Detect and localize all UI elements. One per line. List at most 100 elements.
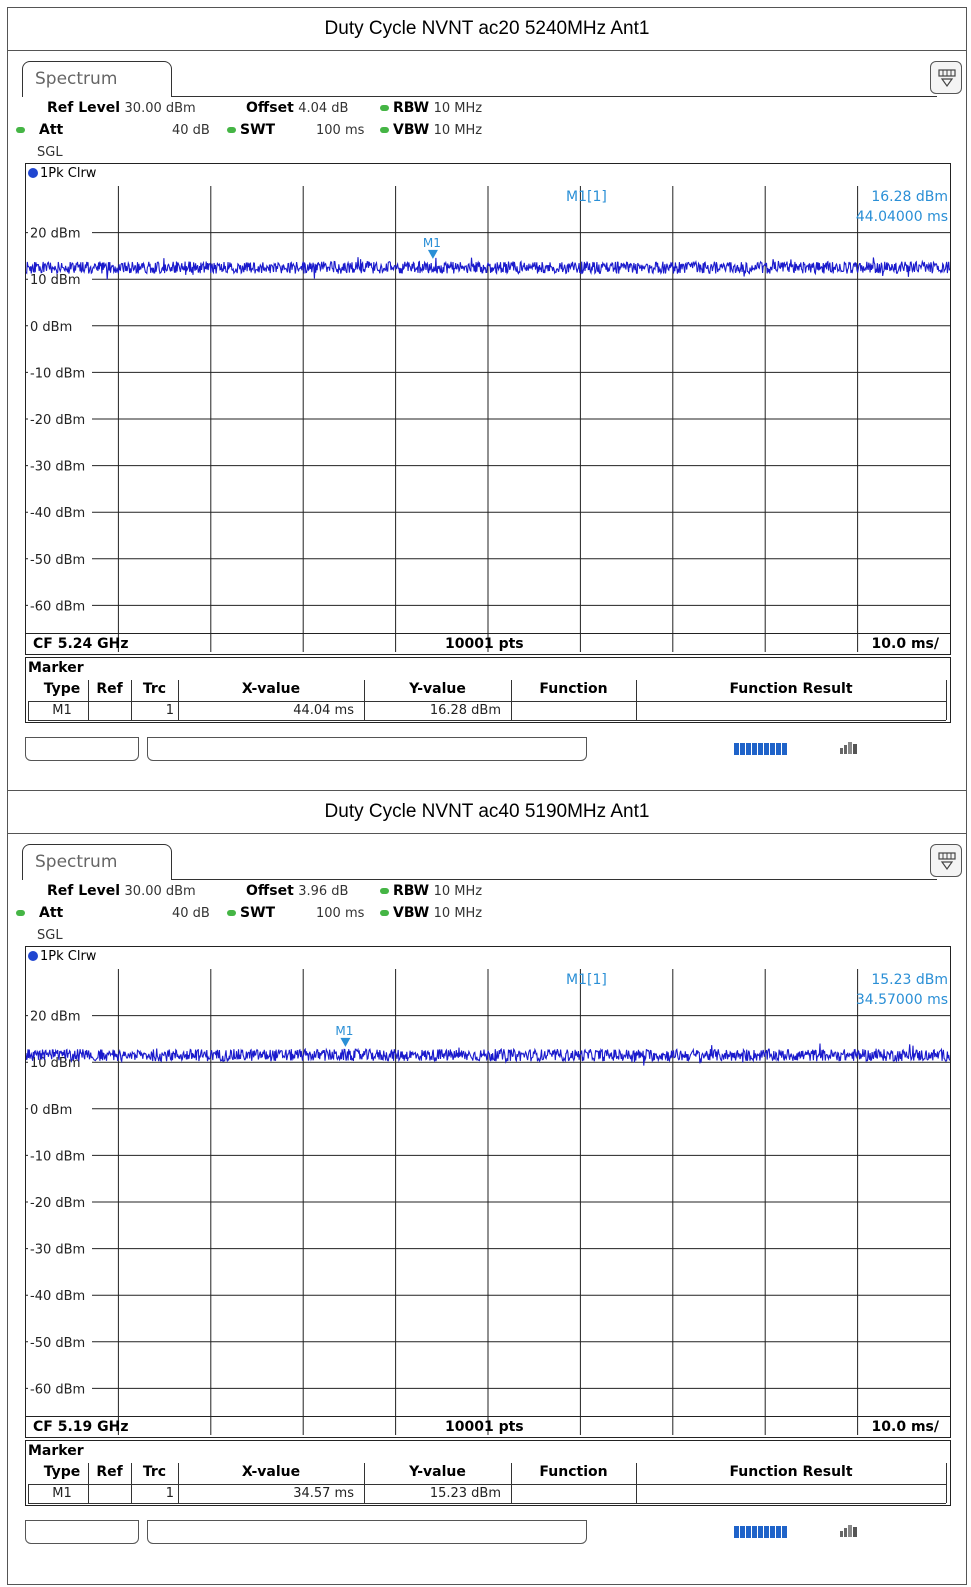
att-row: Att xyxy=(16,905,63,921)
status-field-left[interactable] xyxy=(25,1520,139,1544)
time-per-division: 10.0 ms/ xyxy=(871,1419,939,1435)
marker-col-header: Function Result xyxy=(729,681,853,697)
vbw-label: VBW xyxy=(393,122,430,138)
rbw-row: RBW 10 MHz xyxy=(380,883,482,899)
display-config-icon xyxy=(938,852,956,871)
vbw-value: 10 MHz xyxy=(433,906,483,921)
status-field-message[interactable] xyxy=(147,737,587,761)
swt-row: SWT xyxy=(227,905,275,921)
marker-col-header: Y-value xyxy=(409,681,466,697)
marker-readout-level: 15.23 dBm xyxy=(871,972,948,988)
table-divider xyxy=(28,1503,946,1504)
status-led-icon xyxy=(227,910,236,916)
y-tick-label: -40 dBm xyxy=(30,506,85,521)
sweep-points: 10001 pts xyxy=(445,1419,524,1435)
tick-label-bg xyxy=(28,363,92,381)
tick-label-bg xyxy=(28,1379,92,1397)
ref-level-row: Ref Level 30.00 dBm xyxy=(47,100,196,116)
tick-label-bg xyxy=(28,1006,92,1024)
signal-activity-icon xyxy=(840,742,857,754)
tab-spectrum[interactable]: Spectrum xyxy=(22,61,172,97)
chart-section: Duty Cycle NVNT ac40 5190MHz Ant1 Spectr… xyxy=(7,790,967,1580)
table-col-divider xyxy=(178,1463,179,1503)
section-divider xyxy=(7,790,967,791)
trace-label: 1Pk Clrw xyxy=(28,166,96,181)
table-col-divider xyxy=(28,1484,29,1503)
tick-label-bg xyxy=(28,270,92,288)
marker-m1-label: M1 xyxy=(423,236,441,250)
tick-label-bg xyxy=(28,1332,92,1350)
att-row: Att xyxy=(16,122,63,138)
offset-row: Offset 4.04 dB xyxy=(246,100,348,116)
table-divider xyxy=(28,720,946,721)
marker-col-header: Function xyxy=(539,681,608,697)
tab-underline xyxy=(172,879,937,880)
offset-row: Offset 3.96 dB xyxy=(246,883,348,899)
marker-table-title: Marker xyxy=(28,1443,84,1459)
swt-value-wrap: 100 ms xyxy=(316,905,364,921)
marker-table: Marker Type Ref Trc X-value Y-value Function F… xyxy=(25,657,951,723)
vbw-value: 10 MHz xyxy=(433,123,483,138)
y-tick-label: -50 dBm xyxy=(30,553,85,568)
marker-col-header: Type xyxy=(43,681,81,697)
marker-col-header: Ref xyxy=(96,1464,123,1480)
plot-area: 1Pk Clrw 20 dBm 10 dBm 0 dBm -10 dBm -20 dBm… xyxy=(25,163,951,655)
display-config-button[interactable] xyxy=(930,61,962,94)
table-col-divider xyxy=(364,1463,365,1503)
y-tick-label: -60 dBm xyxy=(30,599,85,614)
rbw-value: 10 MHz xyxy=(433,884,483,899)
table-col-divider xyxy=(178,680,179,720)
tab-spectrum[interactable]: Spectrum xyxy=(22,844,172,880)
sweep-progress-bar xyxy=(734,1526,794,1538)
marker-row-type: M1 xyxy=(52,703,72,718)
marker-row-y: 16.28 dBm xyxy=(429,703,501,718)
swt-label: SWT xyxy=(240,905,276,921)
spectrum-chart: 20 dBm 10 dBm 0 dBm -10 dBm -20 dBm -30 dBm -4… xyxy=(26,186,950,652)
spectrum-panel: Spectrum Ref Level 30.00 dBm Offset 3.96… xyxy=(16,844,962,1564)
y-tick-label: -60 dBm xyxy=(30,1382,85,1397)
sweep-mode: SGL xyxy=(37,145,63,160)
tick-label-bg xyxy=(28,456,92,474)
marker-row-trc: 1 xyxy=(165,703,174,718)
sweep-mode: SGL xyxy=(37,928,63,943)
y-tick-label: 20 dBm xyxy=(30,1010,81,1025)
display-config-button[interactable] xyxy=(930,844,962,877)
table-col-divider xyxy=(131,1463,132,1503)
y-tick-label: 0 dBm xyxy=(30,1103,72,1118)
status-field-left[interactable] xyxy=(25,737,139,761)
marker-col-header: X-value xyxy=(241,1464,301,1480)
swt-value-wrap: 100 ms xyxy=(316,122,364,138)
section-title: Duty Cycle NVNT ac40 5190MHz Ant1 xyxy=(7,790,967,834)
section-title: Duty Cycle NVNT ac20 5240MHz Ant1 xyxy=(7,7,967,51)
rbw-label: RBW xyxy=(393,100,430,116)
table-col-divider xyxy=(88,1463,89,1503)
table-col-divider xyxy=(364,680,365,720)
tick-label-bg xyxy=(28,1099,92,1117)
table-col-divider xyxy=(511,680,512,720)
status-led-icon xyxy=(380,105,389,111)
marker-col-header: Trc xyxy=(142,1464,167,1480)
att-value-wrap: 40 dB xyxy=(172,122,210,138)
marker-row-trc: 1 xyxy=(165,1486,174,1501)
y-tick-label: -50 dBm xyxy=(30,1336,85,1351)
marker-col-header: Ref xyxy=(96,681,123,697)
vbw-row: VBW 10 MHz xyxy=(380,905,482,921)
table-col-divider xyxy=(511,1463,512,1503)
marker-readout-label: M1[1] xyxy=(566,972,607,988)
rbw-label: RBW xyxy=(393,883,430,899)
att-value-wrap: 40 dB xyxy=(172,905,210,921)
ref-level-label: Ref Level xyxy=(47,100,121,116)
offset-value: 4.04 dB xyxy=(298,101,349,116)
table-col-divider xyxy=(946,1463,947,1503)
marker-col-header: Y-value xyxy=(409,1464,466,1480)
center-frequency: CF 5.24 GHz xyxy=(33,636,129,652)
status-field-message[interactable] xyxy=(147,1520,587,1544)
chart-footer: CF 5.19 GHz 10001 pts 10.0 ms/ xyxy=(25,1416,951,1438)
chart-footer: CF 5.24 GHz 10001 pts 10.0 ms/ xyxy=(25,633,951,655)
ref-level-label: Ref Level xyxy=(47,883,121,899)
chart-section: Duty Cycle NVNT ac20 5240MHz Ant1 Spectr… xyxy=(7,7,967,797)
ref-level-value: 30.00 dBm xyxy=(124,884,196,899)
marker-readout-time: 34.57000 ms xyxy=(856,992,948,1008)
offset-value: 3.96 dB xyxy=(298,884,349,899)
table-col-divider xyxy=(131,680,132,720)
